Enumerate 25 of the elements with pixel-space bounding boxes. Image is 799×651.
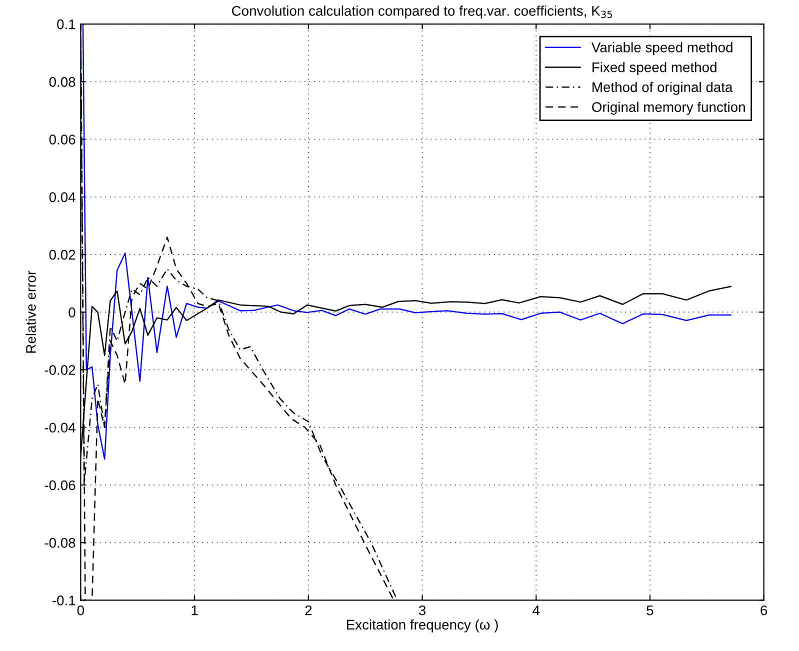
y-tick-label: -0.08 — [44, 538, 76, 548]
x-tick-label: 5 — [646, 606, 654, 616]
y-tick-label: 0.08 — [49, 77, 76, 87]
y-axis-title: Relative error — [26, 270, 36, 353]
x-tick-label: 4 — [532, 606, 540, 616]
y-tick-label: 0 — [68, 307, 76, 318]
x-tick-label: 0 — [77, 605, 84, 616]
x-tick-label: 2 — [305, 605, 312, 616]
legend-label: Fixed speed method — [592, 62, 716, 75]
y-tick-label: -0.04 — [44, 422, 76, 433]
y-tick-label: 0.02 — [49, 250, 76, 260]
x-tick-label: 3 — [418, 605, 426, 616]
y-tick-label: 0.1 — [57, 19, 76, 30]
x-tick-label: 6 — [760, 605, 768, 616]
x-tick-label: 1 — [192, 606, 198, 616]
x-axis-title: Excitation frequency (ω ) — [346, 619, 498, 632]
y-tick-label: 0.04 — [49, 192, 76, 202]
y-tick-label: -0.02 — [44, 365, 76, 375]
y-tick-label: 0.06 — [49, 134, 76, 144]
y-tick-label: -0.06 — [44, 480, 76, 490]
chart-title: Convolution calculation compared to freq.var. coefficients, K$_{35}$ — [232, 6, 612, 19]
legend-label: Method of original data — [592, 82, 733, 95]
legend-label: Variable speed method — [591, 42, 732, 56]
y-tick-label: -0.1 — [52, 596, 76, 606]
legend-label: Original memory function — [592, 102, 745, 115]
